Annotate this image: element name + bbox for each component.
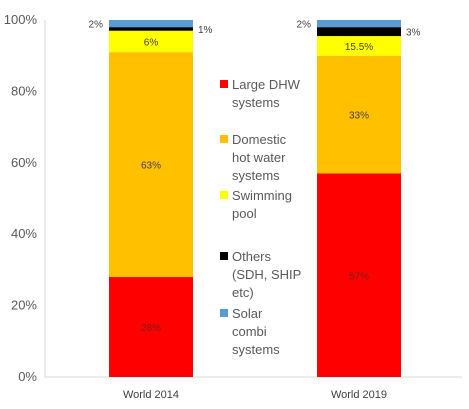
data-label: 15.5%	[345, 42, 373, 53]
data-label: 6%	[144, 37, 159, 48]
legend-label: (SDH, SHIP	[232, 267, 301, 282]
y-tick-label: 100%	[4, 12, 38, 27]
legend-label: hot water	[232, 150, 286, 165]
legend-label: Swimming	[232, 188, 292, 203]
data-label: 2%	[89, 20, 104, 31]
legend-swatch	[220, 80, 228, 88]
legend-label: systems	[232, 95, 280, 110]
chart-bars	[109, 20, 401, 377]
data-label: 2%	[297, 20, 312, 31]
legend-swatch	[220, 309, 228, 317]
legend-label: pool	[232, 206, 257, 221]
bar-segment	[109, 27, 193, 31]
legend-label: systems	[232, 342, 280, 357]
bar-segment	[109, 20, 193, 28]
chart-data-labels: 28% 63% 6% 1% 2% 57% 33% 15.5% 3% 2%	[89, 20, 421, 334]
data-label: 3%	[406, 28, 421, 39]
y-tick-label: 0%	[18, 369, 37, 384]
bar-segment	[109, 52, 193, 278]
y-tick-label: 20%	[11, 298, 37, 313]
x-category-label: World 2014	[123, 389, 179, 401]
x-category-label: World 2019	[331, 389, 387, 401]
chart-legend: Large DHW systems Domestic hot water systems…	[215, 63, 301, 357]
data-label: 63%	[141, 161, 161, 172]
bar-segment	[317, 27, 401, 37]
bar-segment	[317, 173, 401, 377]
legend-label: etc)	[232, 285, 254, 300]
legend-swatch	[220, 135, 228, 143]
bar-segment	[317, 20, 401, 28]
data-label: 57%	[349, 271, 369, 282]
bar-segment	[317, 36, 401, 56]
legend-swatch	[220, 252, 228, 260]
data-label: 33%	[349, 111, 369, 122]
legend-label: Large DHW	[232, 77, 301, 92]
legend-label: Domestic	[232, 132, 287, 147]
bar-segment	[109, 277, 193, 377]
legend-label: combi	[232, 324, 267, 339]
legend-background	[215, 63, 300, 355]
legend-label: systems	[232, 168, 280, 183]
data-label: 1%	[198, 25, 213, 36]
data-label: 28%	[141, 323, 161, 334]
y-tick-label: 80%	[11, 83, 37, 98]
legend-label: Others	[232, 249, 272, 264]
legend-label: Solar	[232, 306, 263, 321]
y-tick-label: 40%	[11, 226, 37, 241]
legend-swatch	[220, 191, 228, 199]
y-tick-label: 60%	[11, 155, 37, 170]
bar-segment	[317, 55, 401, 174]
bar-segment	[109, 30, 193, 53]
chart-axes: 0% 20% 40% 60% 80% 100% World 2014 World 2019	[4, 12, 462, 401]
